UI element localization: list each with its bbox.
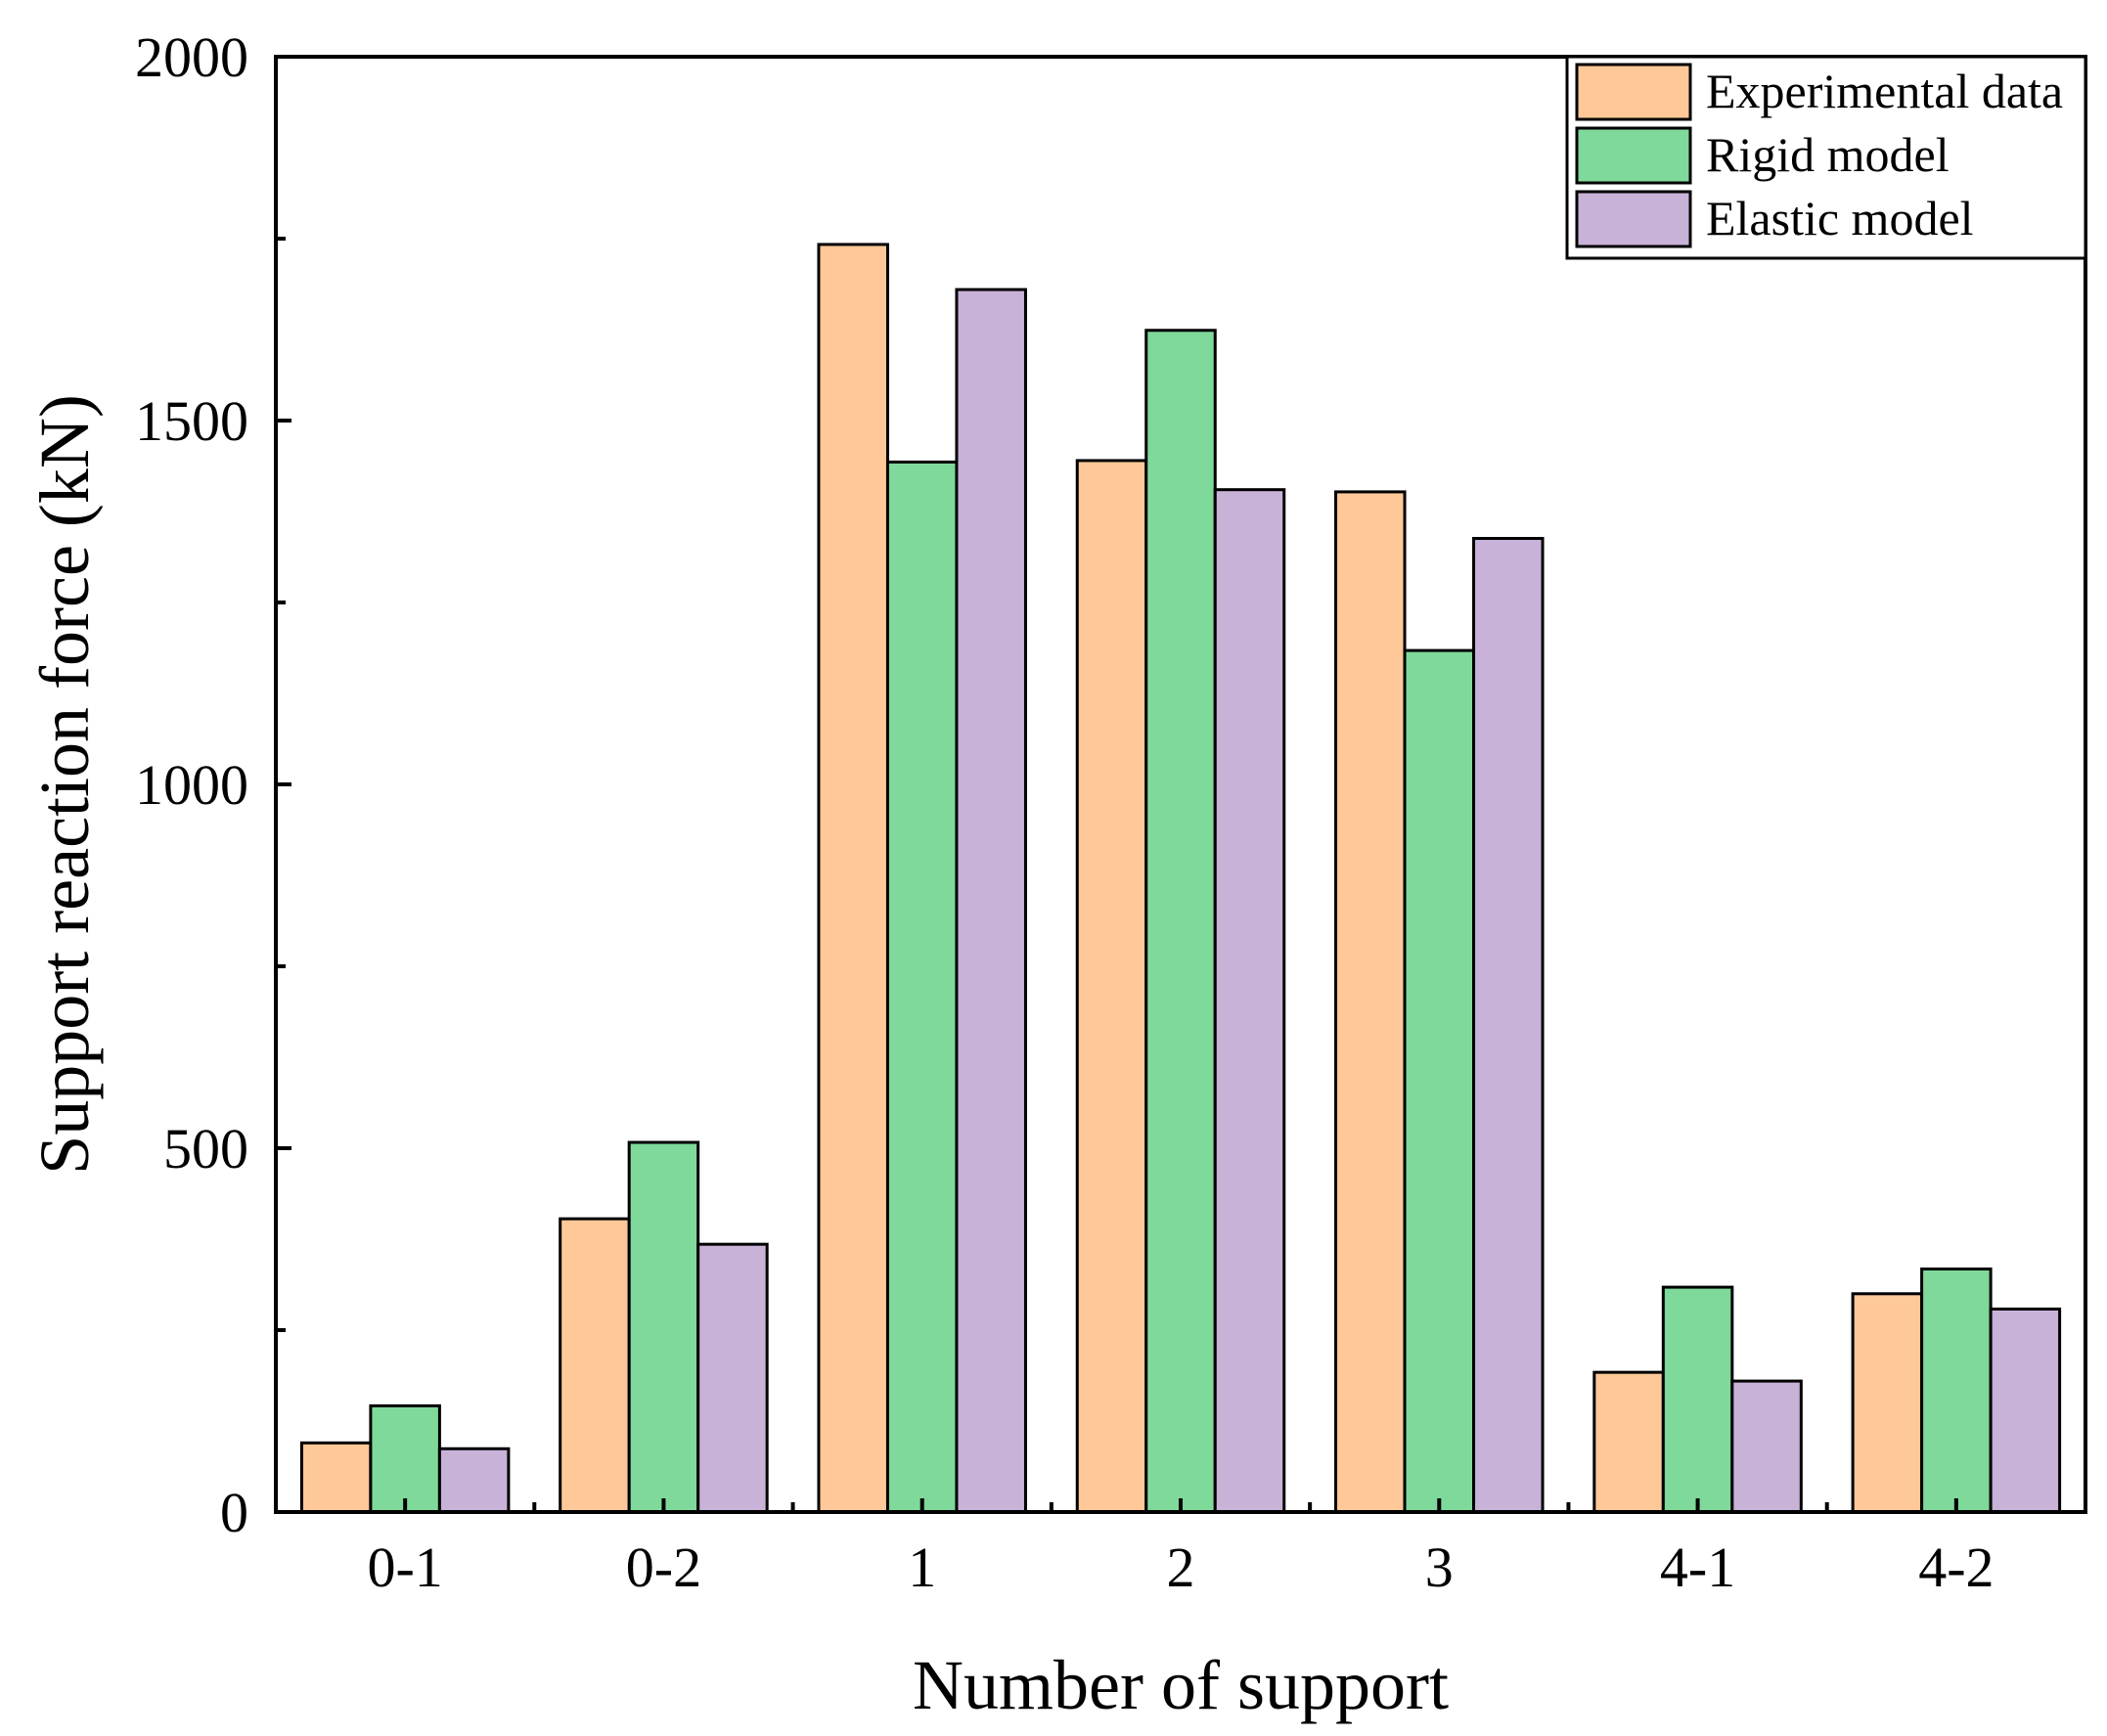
legend-swatch xyxy=(1575,126,1692,185)
bar-elastic-model-0-1 xyxy=(437,1447,511,1514)
x-tick-label: 4-1 xyxy=(1660,1536,1735,1599)
bar-experimental-data-2 xyxy=(1075,459,1148,1514)
y-tick-label: 0 xyxy=(220,1481,248,1544)
bars-layer xyxy=(299,243,2062,1514)
legend-label: Rigid model xyxy=(1706,127,1950,182)
legend-swatch xyxy=(1575,190,1692,248)
y-tick-label: 2000 xyxy=(135,25,248,89)
bar-experimental-data-0-1 xyxy=(299,1441,373,1514)
legend-label: Elastic model xyxy=(1706,191,1974,245)
bar-elastic-model-0-2 xyxy=(696,1242,769,1514)
y-axis-title: Support reaction force (kN) xyxy=(25,394,104,1175)
bar-rigid-model-4-2 xyxy=(1920,1268,1993,1514)
bar-experimental-data-1 xyxy=(817,243,889,1514)
bar-experimental-data-3 xyxy=(1334,490,1407,1514)
x-axis-title: Number of support xyxy=(913,1646,1449,1724)
bar-rigid-model-0-1 xyxy=(369,1403,441,1514)
x-tick-label: 1 xyxy=(908,1536,936,1599)
x-tick-label: 4-2 xyxy=(1918,1536,1994,1599)
bar-rigid-model-1 xyxy=(885,460,959,1514)
bar-rigid-model-2 xyxy=(1144,329,1217,1514)
bar-elastic-model-1 xyxy=(955,288,1027,1514)
legend-swatch xyxy=(1575,63,1692,121)
bar-elastic-model-2 xyxy=(1213,488,1286,1514)
bar-experimental-data-4-2 xyxy=(1851,1292,1924,1514)
legend: Experimental data Rigid model Elastic mode… xyxy=(1565,55,2087,260)
bar-elastic-model-4-2 xyxy=(1989,1307,2062,1514)
bar-elastic-model-4-1 xyxy=(1730,1379,1803,1514)
x-tick-label: 0-2 xyxy=(626,1536,701,1599)
x-tick-label: 0-1 xyxy=(367,1536,442,1599)
y-tick-label: 500 xyxy=(163,1117,248,1180)
x-tick-label: 3 xyxy=(1425,1536,1454,1599)
bar-experimental-data-4-1 xyxy=(1592,1370,1665,1514)
bar-rigid-model-4-1 xyxy=(1661,1285,1734,1514)
y-tick-label: 1500 xyxy=(135,389,248,453)
bar-experimental-data-0-2 xyxy=(559,1217,631,1514)
y-tick-label: 1000 xyxy=(135,753,248,817)
y-axis: 0 500 1000 1500 2000 xyxy=(135,25,291,1544)
bar-rigid-model-3 xyxy=(1403,648,1476,1514)
x-axis: 0-1 0-2 1 2 3 4-1 4-2 xyxy=(367,1498,1995,1599)
x-tick-label: 2 xyxy=(1167,1536,1195,1599)
legend-label: Experimental data xyxy=(1706,64,2063,118)
bar-rigid-model-0-2 xyxy=(627,1140,700,1514)
bar-elastic-model-3 xyxy=(1472,537,1545,1514)
